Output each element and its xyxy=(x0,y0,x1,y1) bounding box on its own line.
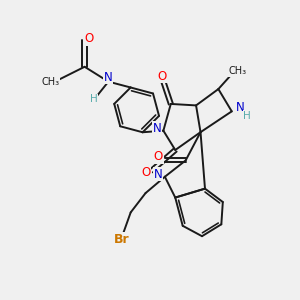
Text: H: H xyxy=(243,111,251,121)
Text: CH₃: CH₃ xyxy=(229,66,247,76)
Text: N: N xyxy=(154,168,163,181)
Text: N: N xyxy=(236,101,244,114)
Text: N: N xyxy=(153,122,162,135)
Text: O: O xyxy=(84,32,94,45)
Text: N: N xyxy=(104,71,113,84)
Text: Br: Br xyxy=(114,233,130,246)
Text: O: O xyxy=(154,150,163,163)
Text: CH₃: CH₃ xyxy=(41,76,59,87)
Text: H: H xyxy=(90,94,98,104)
Text: O: O xyxy=(157,70,167,83)
Text: O: O xyxy=(142,166,151,179)
